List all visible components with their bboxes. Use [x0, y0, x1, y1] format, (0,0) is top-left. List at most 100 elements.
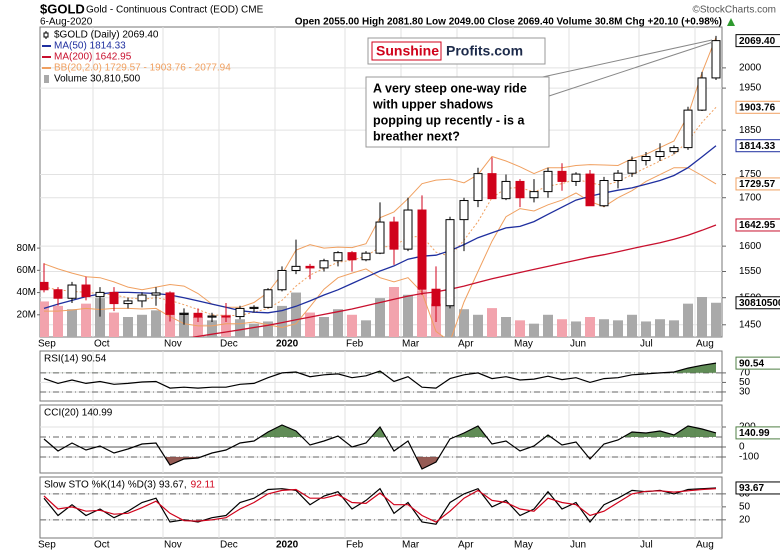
volume-bar: [459, 309, 469, 337]
logo-mark: [371, 41, 442, 61]
y-tick-label: 1850: [739, 125, 762, 136]
legend-label: 92.11: [191, 480, 216, 491]
value-tag: [735, 296, 780, 310]
volume-bar: [641, 321, 651, 337]
up-arrow: [727, 18, 735, 26]
value-tag: [735, 218, 780, 232]
volume-bar: [193, 317, 203, 337]
volume-bar: [389, 287, 399, 337]
indicator-line: [43, 362, 717, 389]
value-tag-label: 30810500: [739, 298, 780, 309]
y-tick-label: 1750: [739, 169, 762, 180]
x-tick-label: May: [514, 540, 533, 551]
y-tick-label: 1700: [739, 192, 762, 203]
candle-body: [40, 281, 49, 291]
x-tick-label: Jul: [640, 339, 653, 350]
x-tick-label: Nov: [164, 540, 182, 551]
candle-body: [389, 221, 399, 250]
candle-body: [529, 191, 539, 199]
x-tick-label: 2020: [276, 339, 299, 350]
legend-label: Volume 30,810,500: [54, 74, 141, 85]
value-tag-label: 1814.33: [739, 141, 776, 152]
x-tick-label: Dec: [220, 540, 238, 551]
annotation-pointer: [548, 41, 714, 97]
x-tick-label: Oct: [94, 540, 110, 551]
volume-bar: [487, 308, 497, 337]
value-tag: [735, 100, 780, 114]
candle-body: [599, 180, 609, 207]
candle-body: [473, 173, 483, 202]
value-tag-label: 90.54: [739, 358, 764, 369]
candle-body: [585, 173, 595, 207]
value-tag: [735, 139, 780, 153]
volume-bar: [347, 314, 357, 337]
candle-body: [655, 151, 665, 157]
value-tag-label: 1642.95: [739, 220, 776, 231]
candle-body: [417, 209, 427, 290]
volume-bar: [207, 320, 217, 337]
candle-body: [515, 180, 525, 199]
panel: [39, 476, 723, 539]
y2-tick-label: 80M: [17, 243, 36, 254]
candle-body: [81, 284, 91, 298]
candle-body: [123, 300, 133, 305]
candle-body: [53, 289, 63, 299]
volume-bar: [473, 314, 483, 337]
y-tick-label: -100: [739, 452, 759, 463]
panel: [39, 404, 723, 474]
volume-bar: [40, 301, 49, 337]
volume-bar: [599, 319, 609, 337]
candle-body: [403, 209, 413, 250]
logo-left: Sunshine: [376, 43, 439, 59]
volume-bar: [515, 320, 525, 337]
candle-body: [221, 315, 231, 318]
indicator-line: [43, 424, 717, 470]
volume-bar: [529, 323, 539, 337]
candle-body: [347, 252, 357, 261]
comment-line: popping up recently - is a: [373, 113, 525, 127]
volume-bar: [711, 302, 721, 337]
plot-area: [40, 351, 722, 401]
volume-bar: [235, 319, 245, 337]
moving-average: [190, 224, 717, 337]
volume-bar: [683, 303, 693, 337]
volume-bar: [291, 292, 301, 337]
legend-label: MA(50) 1814.33: [54, 41, 126, 52]
indicator-fill: [44, 425, 716, 437]
volume-bar: [543, 314, 553, 337]
plot-area: [40, 405, 722, 473]
legend-label: BB(20,2.0) 1729.57 - 1903.76 - 2077.94: [54, 63, 231, 74]
volume-bar: [221, 314, 231, 337]
volume-bar: [613, 320, 623, 337]
volume-bar: [627, 314, 637, 337]
x-tick-label: Feb: [346, 339, 364, 350]
volume-bar: [277, 305, 287, 337]
candle-body: [361, 252, 371, 261]
y2-tick-label: 60M: [17, 265, 36, 276]
x-tick-label: Aug: [696, 540, 714, 551]
volume-bar: [557, 319, 567, 337]
quote: Open 2055.00 High 2081.80 Low 2049.00 Cl…: [295, 17, 722, 28]
y-tick-label: 0: [739, 442, 745, 453]
volume-bar: [333, 309, 343, 337]
instrument-name: Gold - Continuous Contract (EOD) CME: [86, 5, 264, 16]
value-tag-label: 93.67: [739, 483, 764, 494]
y-tick-label: 1950: [739, 83, 762, 94]
volume-bar: [501, 317, 511, 337]
symbol: $GOLD: [40, 1, 85, 16]
volume-bar: [151, 310, 161, 337]
comment-line: A very steep one-way ride: [373, 81, 527, 95]
value-tag: [735, 481, 780, 495]
candle-body: [501, 180, 511, 200]
candle-body: [179, 312, 189, 315]
candle-body: [137, 294, 147, 302]
value-tag-label: 140.99: [739, 428, 770, 439]
comment-line: breather next?: [373, 129, 460, 143]
date: 6-Aug-2020: [40, 17, 93, 28]
volume-bar: [137, 314, 147, 337]
panel: [39, 350, 723, 402]
y-tick-label: 50: [739, 501, 751, 512]
candle-body: [375, 221, 385, 254]
